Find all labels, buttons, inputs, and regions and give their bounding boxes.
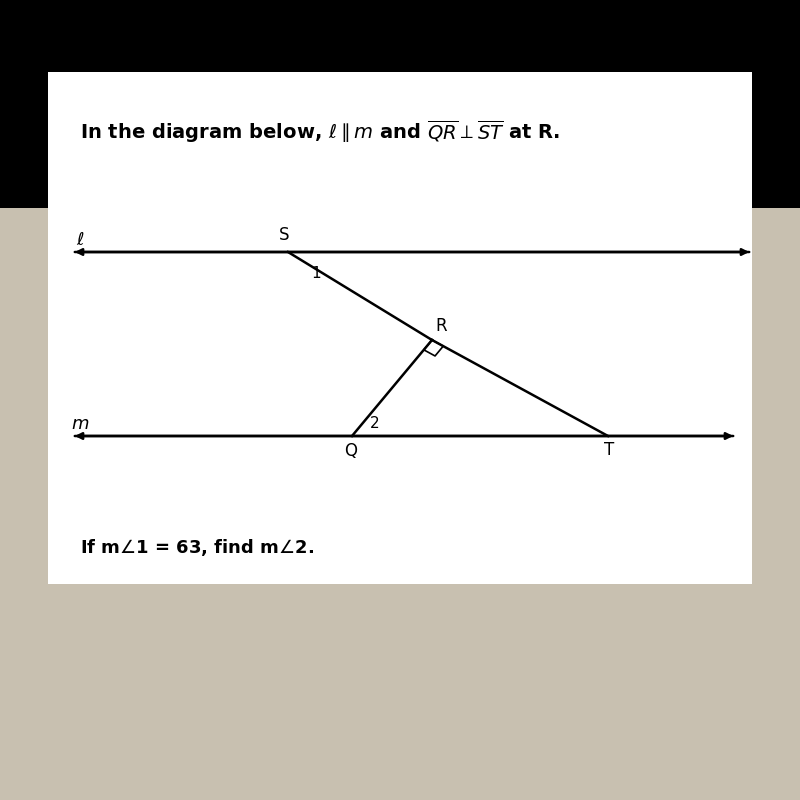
Bar [0, 208, 800, 800]
Text: $m$: $m$ [71, 415, 89, 433]
Text: 2: 2 [370, 417, 379, 431]
Text: S: S [278, 226, 290, 244]
Text: T: T [605, 441, 614, 458]
Text: Q: Q [344, 442, 357, 460]
Bar [48, 72, 752, 584]
Text: If m$\angle$1 = 63, find m$\angle$2.: If m$\angle$1 = 63, find m$\angle$2. [80, 538, 314, 558]
Text: 1: 1 [311, 266, 321, 281]
Text: In the diagram below, $\ell \parallel m$ and $\overline{QR}\perp\overline{ST}$ a: In the diagram below, $\ell \parallel m$… [80, 118, 560, 146]
Text: R: R [436, 318, 447, 335]
Text: $\ell$: $\ell$ [76, 231, 84, 249]
